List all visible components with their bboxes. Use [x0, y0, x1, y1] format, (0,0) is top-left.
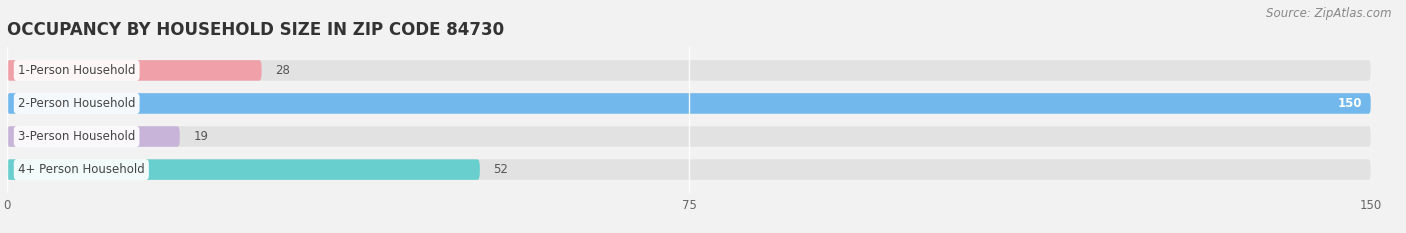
- Text: 1-Person Household: 1-Person Household: [18, 64, 135, 77]
- Text: 19: 19: [194, 130, 208, 143]
- FancyBboxPatch shape: [7, 60, 262, 81]
- FancyBboxPatch shape: [7, 93, 1371, 114]
- FancyBboxPatch shape: [7, 159, 479, 180]
- Text: 28: 28: [276, 64, 290, 77]
- Text: Source: ZipAtlas.com: Source: ZipAtlas.com: [1267, 7, 1392, 20]
- FancyBboxPatch shape: [7, 60, 1371, 81]
- Text: 2-Person Household: 2-Person Household: [18, 97, 135, 110]
- FancyBboxPatch shape: [7, 93, 1371, 114]
- Text: OCCUPANCY BY HOUSEHOLD SIZE IN ZIP CODE 84730: OCCUPANCY BY HOUSEHOLD SIZE IN ZIP CODE …: [7, 21, 505, 39]
- Text: 52: 52: [494, 163, 509, 176]
- Text: 150: 150: [1337, 97, 1362, 110]
- FancyBboxPatch shape: [7, 126, 180, 147]
- FancyBboxPatch shape: [7, 126, 1371, 147]
- Text: 4+ Person Household: 4+ Person Household: [18, 163, 145, 176]
- FancyBboxPatch shape: [7, 159, 1371, 180]
- Text: 3-Person Household: 3-Person Household: [18, 130, 135, 143]
